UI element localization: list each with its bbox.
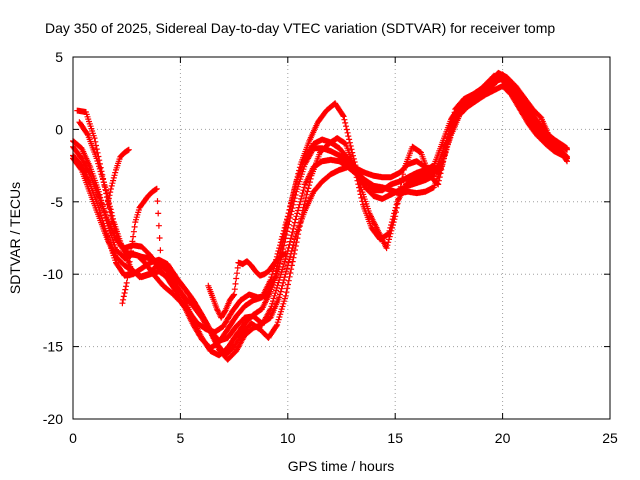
chart-title: Day 350 of 2025, Sidereal Day-to-day VTE… — [45, 20, 555, 36]
x-tick-label: 0 — [69, 430, 77, 446]
y-tick-label: 0 — [55, 121, 63, 137]
series-markers — [76, 74, 570, 359]
series-markers — [70, 71, 570, 351]
data-points — [70, 69, 570, 363]
series-4 — [74, 69, 568, 336]
y-axis: 5 0 -5 -10 -15 -20 — [43, 49, 610, 427]
series-2 — [70, 71, 570, 351]
y-tick-label: -10 — [43, 266, 63, 282]
x-tick-label: 25 — [602, 430, 618, 446]
series-7 — [104, 146, 132, 208]
y-axis-label: SDTVAR / TECUs — [7, 182, 23, 294]
series-8 — [205, 250, 289, 321]
series-markers — [104, 146, 132, 208]
y-tick-label: -15 — [43, 339, 63, 355]
y-tick-label: 5 — [55, 49, 63, 65]
series-markers — [205, 250, 289, 321]
x-tick-label: 15 — [387, 430, 403, 446]
series-6 — [119, 185, 173, 307]
x-tick-label: 20 — [495, 430, 511, 446]
plot-frame — [72, 56, 611, 420]
x-axis-label: GPS time / hours — [288, 458, 395, 474]
x-axis: 0 5 10 15 20 25 — [69, 57, 618, 446]
series-5 — [76, 74, 570, 359]
series-markers — [119, 185, 173, 307]
series-markers — [74, 69, 568, 336]
y-tick-label: -5 — [51, 194, 64, 210]
y-tick-label: -20 — [43, 411, 63, 427]
x-tick-label: 10 — [280, 430, 296, 446]
x-tick-label: 5 — [177, 430, 185, 446]
